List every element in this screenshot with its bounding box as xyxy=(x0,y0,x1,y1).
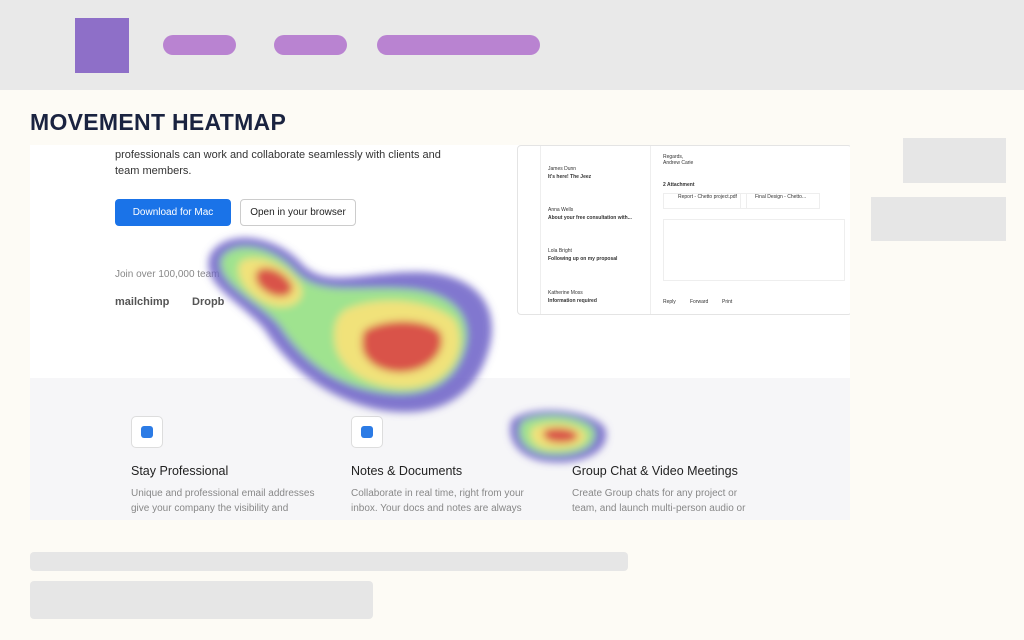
mail-sender: James Dunn xyxy=(548,166,577,172)
placeholder-bar xyxy=(30,581,373,619)
mail-action[interactable]: Reply xyxy=(663,299,676,305)
placeholder-bar xyxy=(30,552,628,571)
attachment[interactable]: Report - Chetto project.pdf xyxy=(663,193,747,209)
divider xyxy=(540,146,541,314)
feature-title: Notes & Documents xyxy=(351,464,463,478)
feature-title: Stay Professional xyxy=(131,464,229,478)
hero-text: team members. xyxy=(115,165,192,177)
logo-placeholder xyxy=(75,18,129,73)
placeholder-box xyxy=(903,138,1006,183)
feature-icon xyxy=(131,416,163,448)
divider xyxy=(650,146,651,314)
logo-text: mailchimp xyxy=(115,296,170,308)
mail-action[interactable]: Print xyxy=(722,299,733,305)
mail-window: James Dunn It's here! The Jeez Anna Well… xyxy=(517,145,850,315)
feature-text: inbox. Your docs and notes are always xyxy=(351,503,522,514)
mail-subject: Information required xyxy=(548,298,597,304)
icon-glyph xyxy=(361,426,373,438)
feature-text: Collaborate in real time, right from you… xyxy=(351,488,524,499)
logo-text: Dropb xyxy=(192,296,225,308)
nav-pill[interactable] xyxy=(163,35,236,55)
feature-icon xyxy=(351,416,383,448)
attachment[interactable]: Final Design - Chetto... xyxy=(740,193,820,209)
compose-box[interactable] xyxy=(663,219,845,281)
social-proof: Join over 100,000 team xyxy=(115,269,220,280)
mail-subject: Following up on my proposal xyxy=(548,256,618,262)
placeholder-box xyxy=(871,197,1006,241)
browser-button[interactable]: Open in your browser xyxy=(240,199,356,226)
feature-text: team, and launch multi-person audio or xyxy=(572,503,746,514)
feature-text: Unique and professional email addresses xyxy=(131,488,315,499)
mail-text: 2 Attachment xyxy=(663,182,695,188)
feature-title: Group Chat & Video Meetings xyxy=(572,464,738,478)
nav-pill[interactable] xyxy=(377,35,540,55)
mail-sender: Anna Wells xyxy=(548,207,574,213)
feature-text: give your company the visibility and xyxy=(131,503,289,514)
mail-sender: Lola Bright xyxy=(548,248,572,254)
hero-text: professionals can work and collaborate s… xyxy=(115,149,441,161)
nav-pill[interactable] xyxy=(274,35,347,55)
icon-glyph xyxy=(141,426,153,438)
mail-subject: It's here! The Jeez xyxy=(548,174,592,180)
mail-action[interactable]: Forward xyxy=(690,299,709,305)
title: MOVEMENT HEATMAP xyxy=(30,109,287,135)
feature-text: Create Group chats for any project or xyxy=(572,488,738,499)
mail-text: Regards, xyxy=(663,154,684,160)
mail-text: Andrew Carie xyxy=(663,160,694,166)
download-button[interactable]: Download for Mac xyxy=(115,199,231,226)
heat-blob xyxy=(208,237,607,463)
mail-sender: Katherine Moss xyxy=(548,290,583,296)
mail-subject: About your free consultation with... xyxy=(548,215,632,221)
